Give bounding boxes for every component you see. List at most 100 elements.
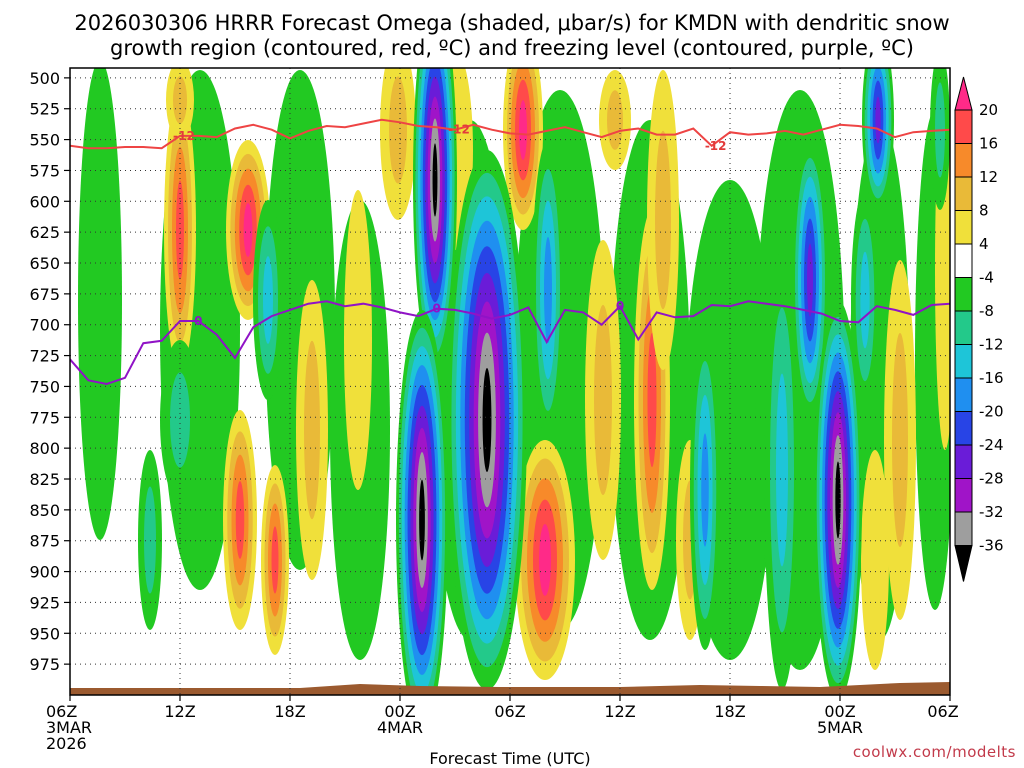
colorbar-swatch <box>954 277 973 312</box>
omega-cell <box>170 372 190 468</box>
omega-cell <box>861 450 889 670</box>
y-tick-label: 900 <box>29 563 60 582</box>
y-tick-label: 875 <box>29 532 60 551</box>
colorbar-label: -28 <box>979 470 1004 488</box>
x-tick-label: 06Z <box>46 702 77 721</box>
y-tick-label: 675 <box>29 285 60 304</box>
colorbar-swatch <box>954 176 973 211</box>
y-tick-label: 575 <box>29 161 60 180</box>
y-tick-label: 700 <box>29 316 60 335</box>
omega-cell <box>860 251 870 349</box>
y-tick-label: 950 <box>29 624 60 643</box>
y-tick-label: 800 <box>29 439 60 458</box>
chart-title-line2: growth region (contoured, red, ºC) and f… <box>110 36 914 60</box>
colorbar-bottom-arrow <box>954 545 973 582</box>
x-tick-label: 06Z <box>494 702 525 721</box>
colorbar-swatch <box>954 143 973 178</box>
y-tick-label: 525 <box>29 100 60 119</box>
x-tick-label: 4MAR <box>377 718 423 737</box>
colorbar-swatch <box>954 444 973 479</box>
y-tick-label: 550 <box>29 131 60 150</box>
x-tick-label: 00Z <box>824 702 855 721</box>
plot-area: -12 -12 -12 0 0 0 <box>70 68 950 695</box>
omega-cell <box>263 256 273 344</box>
x-tick-label: 12Z <box>164 702 195 721</box>
colorbar-label: -20 <box>979 403 1004 421</box>
omega-cell <box>519 100 527 160</box>
x-tick-label: 5MAR <box>817 718 863 737</box>
colorbar-swatch <box>954 210 973 245</box>
colorbar-swatch <box>954 109 973 144</box>
y-tick-label: 650 <box>29 254 60 273</box>
colorbar-swatch <box>954 478 973 513</box>
contour-line <box>70 118 950 150</box>
omega-cell <box>432 143 438 217</box>
omega-cell <box>594 304 612 496</box>
colorbar-label: -32 <box>979 503 1004 521</box>
colorbar-swatch <box>954 310 973 345</box>
omega-cell <box>144 486 156 594</box>
colorbar-label: 20 <box>979 101 998 119</box>
colorbar-label: -8 <box>979 302 994 320</box>
colorbar-label: -4 <box>979 269 994 287</box>
y-tick-label: 825 <box>29 470 60 489</box>
omega-cell <box>655 130 671 310</box>
y-tick-label: 850 <box>29 501 60 520</box>
contour-line <box>70 300 950 386</box>
omega-cell <box>235 481 245 559</box>
omega-cell <box>419 479 425 561</box>
y-tick-label: 925 <box>29 593 60 612</box>
colorbar-label: 4 <box>979 235 989 253</box>
omega-cell <box>78 68 122 540</box>
colorbar-swatch <box>954 377 973 412</box>
omega-cell <box>835 461 841 539</box>
x-tick-label: 12Z <box>604 702 635 721</box>
contour-label: 0 <box>432 302 440 316</box>
contour-label: -12 <box>705 139 727 153</box>
omega-cell <box>344 190 372 490</box>
omega-cell <box>544 236 552 344</box>
colorbar-label: 12 <box>979 168 998 186</box>
x-tick-label: 18Z <box>274 702 305 721</box>
omega-cell <box>389 76 407 184</box>
omega-cell <box>271 526 279 594</box>
x-tick-label: 00Z <box>384 702 415 721</box>
contour-label: 0 <box>616 299 624 313</box>
colorbar-label: -24 <box>979 436 1004 454</box>
omega-cell <box>892 332 908 548</box>
omega-cell <box>607 90 623 150</box>
y-tick-label: 725 <box>29 347 60 366</box>
colorbar-label: -12 <box>979 336 1004 354</box>
omega-cell <box>875 96 881 144</box>
colorbar-label: -36 <box>979 537 1004 555</box>
y-axis-ticks: 500 525 550 575 600 625 650 675 700 725 750 775 800 8… <box>29 69 70 674</box>
y-tick-label: 775 <box>29 408 60 427</box>
omega-cell <box>647 332 657 468</box>
x-tick-label: 18Z <box>714 702 745 721</box>
omega-cell <box>173 76 187 124</box>
y-tick-label: 750 <box>29 377 60 396</box>
omega-cell <box>176 180 184 280</box>
credit-text: coolwx.com/modelts <box>853 743 1016 761</box>
colorbar-swatch <box>954 411 973 446</box>
contour-label: -12 <box>448 123 470 137</box>
colorbar-top-arrow <box>954 76 973 111</box>
contour-lines: -12 -12 -12 0 0 0 <box>70 118 950 386</box>
chart-title-line1: 2026030306 HRRR Forecast Omega (shaded, … <box>74 11 949 35</box>
y-tick-label: 975 <box>29 655 60 674</box>
x-tick-label: 3MAR <box>46 718 92 737</box>
y-tick-label: 625 <box>29 223 60 242</box>
y-tick-label: 500 <box>29 69 60 88</box>
omega-cell <box>304 340 320 520</box>
grid-lines <box>70 68 950 695</box>
colorbar-swatch <box>954 344 973 379</box>
colorbar-swatch <box>954 243 973 278</box>
colorbar-label: 8 <box>979 202 989 220</box>
omega-cell <box>776 373 788 567</box>
x-tick-label: 2026 <box>46 734 87 753</box>
omega-cell <box>539 524 551 596</box>
colorbar-swatch <box>954 511 973 546</box>
x-tick-label: 06Z <box>927 702 958 721</box>
